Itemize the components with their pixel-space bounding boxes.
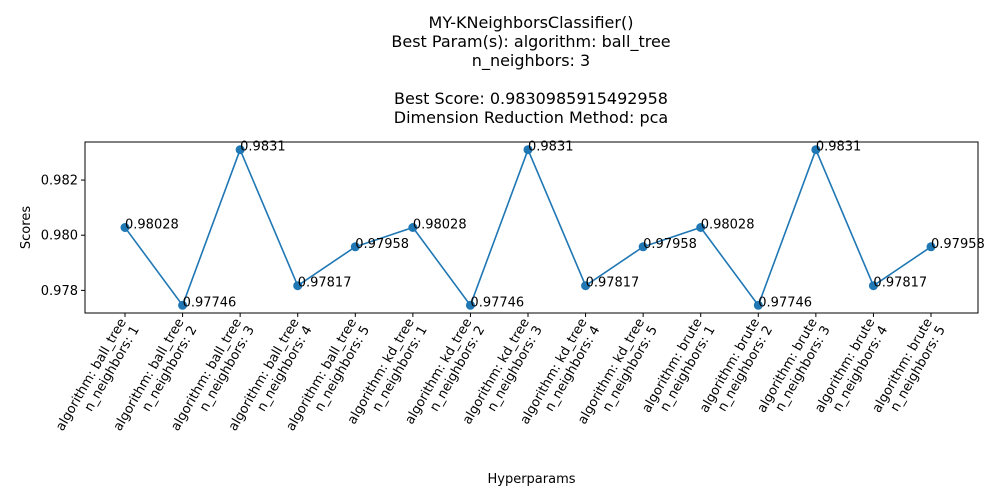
title-line: MY-KNeighborsClassifier()	[429, 13, 634, 32]
data-point	[178, 300, 188, 310]
data-label: 0.97958	[931, 237, 985, 252]
data-label: 0.97817	[298, 276, 352, 291]
data-label: 0.97817	[586, 276, 640, 291]
x-axis-label: Hyperparams	[487, 472, 575, 487]
data-label: 0.9831	[528, 140, 574, 155]
y-tick-label: 0.980	[41, 229, 78, 244]
data-label: 0.97817	[873, 276, 927, 291]
data-label: 0.98028	[125, 218, 179, 233]
title-line: Best Score: 0.9830985915492958	[394, 89, 668, 108]
data-label: 0.97746	[758, 295, 812, 310]
data-point	[811, 145, 821, 155]
data-point	[753, 300, 763, 310]
data-label: 0.97958	[355, 237, 409, 252]
chart-title: MY-KNeighborsClassifier()Best Param(s): …	[391, 13, 670, 127]
data-point	[293, 281, 303, 291]
data-point	[408, 223, 418, 232]
y-axis: 0.978 0.980 0.982	[41, 174, 85, 299]
data-label: 0.97958	[643, 237, 697, 252]
data-point	[581, 281, 591, 291]
data-labels: 0.98028 0.97746 0.9831 0.97817 0.97958 0.9802…	[125, 140, 985, 311]
data-label: 0.9831	[240, 140, 286, 155]
data-point	[868, 281, 878, 291]
data-point	[350, 242, 360, 252]
y-tick-label: 0.978	[41, 284, 78, 299]
data-point	[465, 300, 475, 310]
data-point	[523, 145, 533, 155]
series-line	[124, 147, 932, 307]
data-point	[120, 223, 130, 232]
data-label: 0.9831	[816, 140, 862, 155]
title-line: Dimension Reduction Method: pca	[394, 108, 668, 127]
data-point	[638, 242, 648, 252]
data-label: 0.97746	[470, 295, 524, 310]
plot-area	[84, 141, 979, 314]
data-label: 0.98028	[413, 218, 467, 233]
data-label: 0.97746	[183, 295, 237, 310]
data-point	[926, 242, 936, 252]
data-label: 0.98028	[701, 218, 755, 233]
data-point	[235, 145, 245, 155]
title-line: Best Param(s): algorithm: ball_tree	[391, 32, 670, 52]
data-point	[696, 223, 706, 232]
y-axis-label: Scores	[19, 206, 34, 249]
y-tick-label: 0.982	[41, 174, 78, 189]
series-scores	[120, 145, 936, 310]
title-line: n_neighbors: 3	[472, 51, 590, 71]
